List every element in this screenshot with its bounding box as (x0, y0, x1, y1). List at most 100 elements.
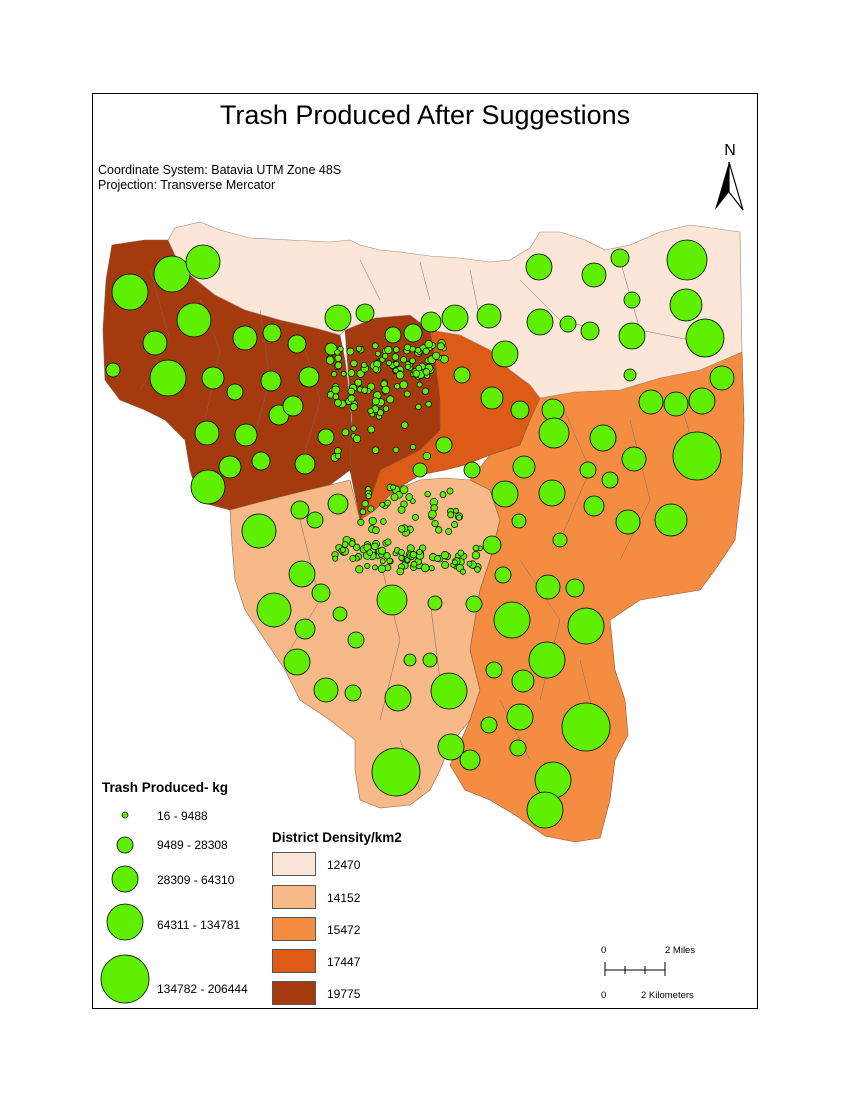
trash-symbol (288, 560, 316, 588)
trash-symbol (361, 500, 369, 508)
trash-symbol (428, 565, 435, 572)
trash-symbol (581, 262, 607, 288)
trash-symbol (422, 368, 431, 376)
trash-symbol (618, 322, 646, 350)
trash-symbol (427, 595, 443, 611)
trash-symbol (354, 378, 363, 387)
trash-symbol (384, 538, 392, 546)
trash-symbol (311, 583, 331, 603)
trash-symbol (367, 505, 375, 513)
trash-symbol (463, 461, 481, 479)
trash-symbol (526, 308, 554, 336)
trash-symbol (379, 501, 386, 508)
trash-symbol (466, 560, 473, 567)
trash-symbol (410, 560, 418, 568)
trash-symbol (666, 239, 708, 281)
trash-symbol (476, 303, 502, 329)
trash-symbol (399, 380, 409, 390)
trash-symbol (352, 434, 362, 443)
trash-symbol (412, 462, 428, 478)
trash-symbol (416, 548, 423, 556)
trash-symbol (334, 349, 341, 356)
trash-symbol (409, 551, 417, 559)
projection-text: Projection: Transverse Mercator (98, 178, 276, 192)
trash-symbol (379, 558, 386, 565)
trash-symbol (685, 318, 725, 358)
trash-symbol (251, 451, 271, 471)
trash-symbol (511, 513, 527, 529)
trash-symbol (386, 395, 395, 404)
trash-symbol (294, 618, 316, 640)
trash-symbol (334, 361, 343, 370)
trash-symbol (420, 311, 442, 333)
density-legend-label-1: 12470 (327, 858, 361, 872)
trash-symbol (441, 304, 469, 332)
trash-symbol (325, 356, 335, 365)
trash-symbol (368, 516, 377, 526)
trash-legend-symbols (100, 811, 150, 1004)
trash-symbol (412, 513, 419, 521)
trash-symbol (422, 387, 430, 395)
trash-symbol (371, 397, 380, 406)
trash-symbol (394, 383, 401, 390)
trash-symbol (374, 350, 382, 357)
coordinate-system-text: Coordinate System: Batavia UTM Zone 48S (98, 163, 342, 177)
trash-symbol (437, 733, 465, 761)
trash-symbol (324, 304, 352, 332)
density-swatch-5 (272, 981, 316, 1005)
trash-symbol (445, 528, 453, 535)
trash-symbol (332, 555, 339, 562)
trash-symbol (398, 554, 405, 561)
trash-symbol (376, 409, 384, 417)
trash-symbol (538, 479, 566, 507)
trash-symbol (654, 503, 688, 537)
trash-legend-label-5: 134782 - 206444 (157, 982, 248, 996)
trash-symbol (491, 480, 519, 508)
trash-symbol (472, 544, 480, 552)
trash-symbol (434, 555, 441, 562)
north-arrow-icon (715, 161, 744, 211)
trash-symbol (459, 568, 467, 575)
trash-symbol (506, 703, 534, 731)
trash-symbol (465, 595, 483, 613)
trash-symbol (669, 288, 703, 322)
trash-legend-label-1: 16 - 9488 (157, 809, 208, 823)
trash-symbol (410, 444, 417, 451)
scale-km-zero: 0 (601, 990, 607, 1001)
trash-symbol (511, 669, 535, 693)
trash-symbol (422, 451, 431, 461)
trash-symbol (355, 303, 375, 323)
trash-symbol (379, 518, 387, 525)
trash-symbol (538, 417, 570, 449)
trash-symbol (334, 398, 342, 407)
trash-symbol (428, 509, 437, 519)
trash-symbol (567, 607, 605, 645)
trash-symbol (366, 549, 373, 556)
trash-symbol (398, 549, 405, 556)
trash-symbol (403, 323, 423, 343)
trash-symbol (430, 672, 468, 710)
trash-symbol (256, 592, 292, 628)
trash-symbol (416, 381, 423, 388)
trash-symbol (352, 543, 361, 551)
trash-legend-label-3: 28309 - 64310 (157, 873, 235, 887)
trash-legend-symbol-1 (121, 811, 129, 819)
trash-symbol (226, 383, 244, 401)
trash-symbol (359, 508, 367, 516)
trash-symbol (332, 606, 348, 622)
trash-symbol (432, 351, 441, 360)
trash-symbol (382, 405, 390, 412)
trash-symbol (111, 273, 149, 311)
trash-symbol (395, 371, 405, 380)
trash-symbol (672, 431, 722, 481)
trash-symbol (446, 487, 454, 495)
trash-symbol (471, 551, 481, 560)
trash-symbol (451, 521, 459, 528)
trash-symbol (474, 566, 481, 573)
trash-symbol (561, 702, 611, 752)
trash-symbols (105, 239, 735, 829)
trash-symbol (601, 471, 619, 489)
trash-symbol (306, 511, 324, 529)
trash-symbol (344, 684, 362, 702)
north-arrow-label: N (724, 142, 736, 159)
